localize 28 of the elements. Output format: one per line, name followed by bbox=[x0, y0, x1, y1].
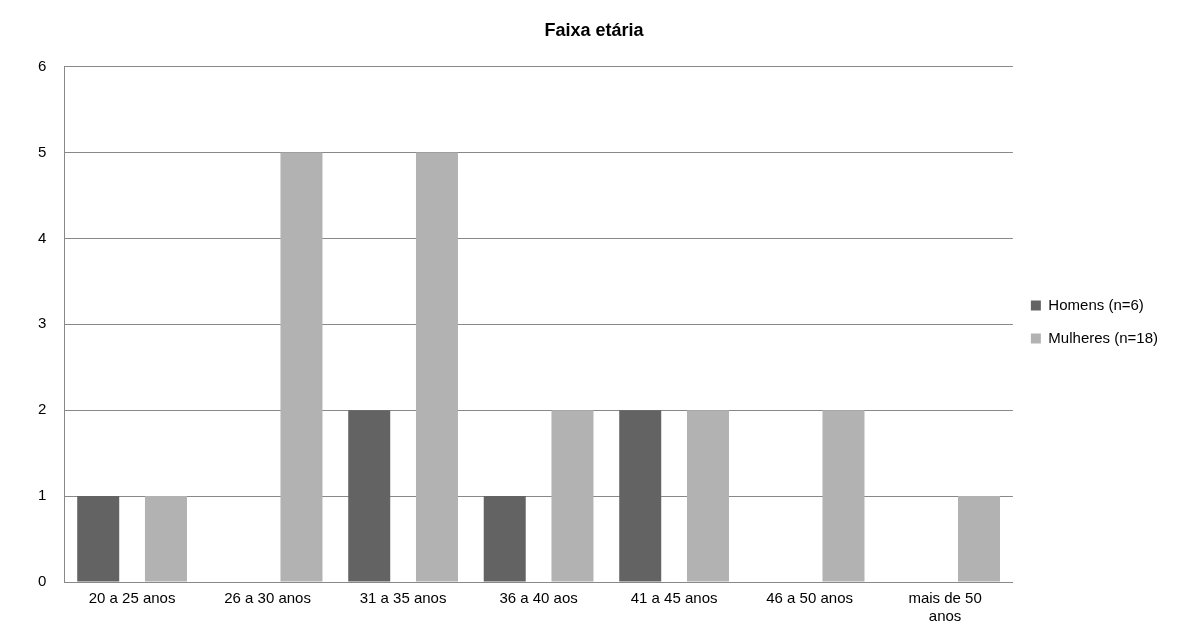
x-tick-label: 36 a 40 aos bbox=[499, 589, 578, 607]
bar bbox=[483, 496, 526, 582]
bar bbox=[144, 496, 187, 582]
x-tick-label: 20 a 25 anos bbox=[88, 589, 176, 607]
bar bbox=[280, 152, 323, 582]
y-tick-label: 6 bbox=[38, 56, 47, 74]
bar bbox=[686, 410, 729, 582]
x-tick-label: 41 a 45 anos bbox=[630, 589, 718, 607]
y-tick-label: 1 bbox=[38, 486, 47, 504]
legend-label: Mulheres (n=18) bbox=[1048, 328, 1158, 346]
y-tick-label: 5 bbox=[38, 142, 47, 160]
bar bbox=[348, 410, 391, 582]
y-tick-label: 3 bbox=[38, 314, 47, 332]
bar bbox=[619, 410, 662, 582]
y-tick-label: 4 bbox=[38, 228, 47, 246]
x-tick-label: mais de 50 anos bbox=[908, 589, 982, 625]
x-tick-label: 26 a 30 anos bbox=[224, 589, 311, 607]
bar bbox=[822, 410, 865, 582]
legend-label: Homens (n=6) bbox=[1048, 295, 1144, 313]
x-tick-label: 46 a 50 anos bbox=[766, 589, 853, 607]
bar bbox=[957, 496, 1000, 582]
bar bbox=[77, 496, 120, 582]
x-tick-label: 31 a 35 anos bbox=[359, 589, 447, 607]
bar bbox=[551, 410, 594, 582]
y-tick-label: 0 bbox=[38, 572, 47, 590]
chart-title: Faixa etária bbox=[544, 19, 645, 40]
bar bbox=[415, 152, 458, 582]
y-tick-label: 2 bbox=[38, 400, 47, 418]
